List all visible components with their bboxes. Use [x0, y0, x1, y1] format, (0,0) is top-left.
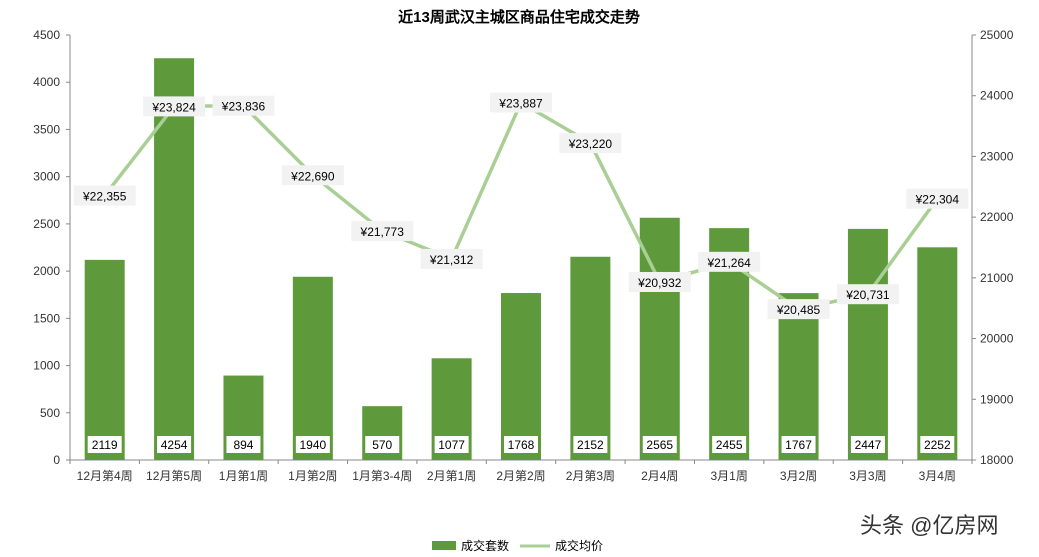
price-value-label: ¥20,731 — [845, 288, 890, 302]
watermark: 头条 @亿房网 — [860, 513, 998, 538]
price-value-label: ¥22,304 — [915, 193, 960, 207]
x-tick-label: 1月第1周 — [219, 469, 268, 483]
y-right-tick-label: 21000 — [980, 271, 1014, 285]
bar-value-label: 4254 — [161, 438, 188, 452]
bar — [154, 58, 195, 460]
price-value-label: ¥23,220 — [568, 137, 613, 151]
legend: 成交套数 成交均价 — [432, 538, 603, 553]
y-right-tick-label: 25000 — [980, 28, 1014, 42]
bar — [847, 228, 888, 460]
y-left-tick-label: 3500 — [33, 122, 60, 136]
y-left-tick-label: 500 — [40, 406, 60, 420]
bar — [84, 259, 125, 460]
price-value-label: ¥21,264 — [706, 256, 751, 270]
bar-value-label: 2455 — [716, 438, 743, 452]
y-right-tick-label: 23000 — [980, 149, 1014, 163]
legend-label-bar: 成交套数 — [461, 538, 509, 553]
price-label-box — [73, 185, 136, 206]
y-left-tick-label: 4000 — [33, 75, 60, 89]
y-right-tick-label: 24000 — [980, 89, 1014, 103]
price-line — [103, 100, 939, 311]
bar-label-box — [434, 436, 469, 453]
y-left-tick-label: 0 — [53, 453, 60, 467]
price-label-box — [836, 284, 899, 305]
bar-label-box — [573, 436, 608, 453]
bar-value-label: 2152 — [577, 438, 604, 452]
price-label-box — [420, 248, 483, 269]
price-label-box — [143, 96, 206, 117]
price-value-label: ¥21,312 — [429, 253, 474, 267]
bar-label-box — [712, 436, 747, 453]
bar-value-label: 2119 — [92, 438, 118, 452]
price-value-label: ¥22,355 — [82, 190, 127, 204]
chart-title: 近13周武汉主城区商品住宅成交走势 — [398, 8, 640, 26]
y-right-tick-label: 20000 — [980, 332, 1014, 346]
x-tick-label: 1月第3-4周 — [352, 469, 412, 483]
bar-label-box — [226, 436, 261, 453]
y-left-tick-label: 4500 — [33, 28, 60, 42]
price-value-label: ¥23,824 — [151, 100, 196, 114]
price-label-box — [212, 95, 275, 116]
x-tick-label: 2月第1周 — [427, 469, 476, 483]
legend-swatch-bar — [432, 541, 456, 550]
y-left-tick-label: 3000 — [33, 170, 60, 184]
bar-value-label: 2447 — [855, 438, 882, 452]
x-tick-label: 12月第5周 — [146, 469, 202, 483]
price-value-label: ¥23,887 — [498, 97, 543, 111]
price-label-box — [628, 271, 691, 292]
bar — [917, 247, 958, 460]
x-tick-label: 2月第2周 — [496, 469, 545, 483]
bar-value-label: 1767 — [785, 438, 812, 452]
x-tick-label: 2月第3周 — [566, 469, 615, 483]
price-label-box — [351, 220, 414, 241]
price-value-label: ¥20,485 — [776, 303, 821, 317]
y-left-tick-label: 1500 — [33, 311, 60, 325]
bar-label-box — [365, 436, 400, 453]
bar-label-box — [295, 436, 330, 453]
x-tick-label: 12月第4周 — [77, 469, 133, 483]
bar-value-label: 1940 — [299, 438, 326, 452]
bar — [778, 293, 819, 460]
y-left-tick-label: 2500 — [33, 217, 60, 231]
x-tick-label: 3月4周 — [919, 469, 956, 483]
y-right-tick-label: 19000 — [980, 392, 1014, 406]
price-label-box — [906, 188, 969, 209]
bar-label-box — [157, 436, 192, 453]
legend-label-line: 成交均价 — [555, 538, 603, 553]
bar-value-label: 1768 — [508, 438, 535, 452]
bar — [501, 293, 541, 460]
bar-label-box — [642, 436, 677, 453]
x-tick-label: 2月4周 — [641, 469, 678, 483]
y-right-tick-label: 22000 — [980, 210, 1014, 224]
price-value-label: ¥21,773 — [360, 225, 405, 239]
bar-value-label: 2252 — [924, 438, 951, 452]
bar-label-box — [920, 436, 955, 453]
bar-value-label: 2565 — [646, 438, 673, 452]
bar — [292, 276, 333, 460]
y-left-tick-label: 1000 — [33, 359, 60, 373]
x-tick-label: 3月3周 — [849, 469, 886, 483]
price-value-label: ¥22,690 — [290, 169, 335, 183]
bar-value-label: 894 — [233, 438, 253, 452]
price-label-box — [281, 165, 344, 186]
price-label-box — [767, 299, 830, 320]
price-label-box — [490, 92, 552, 113]
x-tick-label: 1月第2周 — [288, 469, 337, 483]
bar — [570, 256, 611, 460]
price-label-box — [698, 251, 761, 272]
price-label-box — [559, 133, 622, 154]
bar-value-label: 1077 — [438, 438, 465, 452]
y-right-tick-label: 18000 — [980, 453, 1014, 467]
x-tick-label: 3月2周 — [780, 469, 817, 483]
y-left-tick-label: 2000 — [33, 264, 60, 278]
bar-label-box — [781, 436, 816, 453]
bar-label-box — [850, 436, 885, 453]
bar-label-box — [504, 436, 538, 453]
bar-value-label: 570 — [372, 438, 392, 452]
x-tick-label: 3月1周 — [710, 469, 747, 483]
price-value-label: ¥23,836 — [221, 100, 266, 114]
bar-label-box — [87, 436, 122, 453]
price-value-label: ¥20,932 — [637, 276, 682, 290]
